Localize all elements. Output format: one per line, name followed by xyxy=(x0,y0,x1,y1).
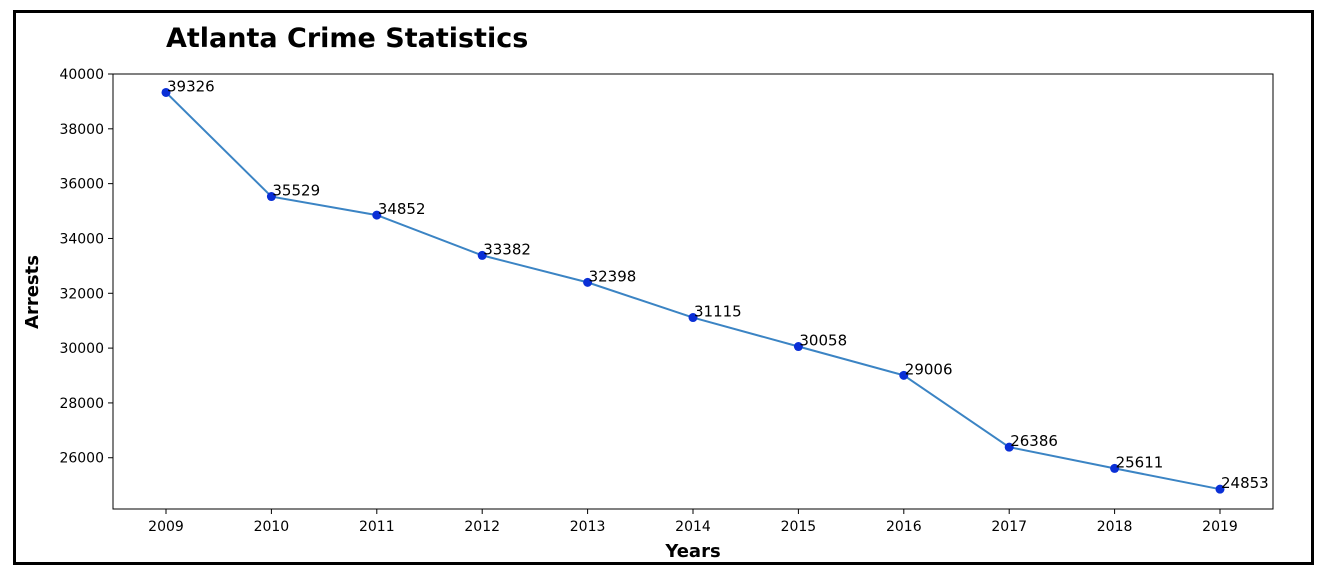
data-label-2015: 30058 xyxy=(799,332,847,350)
data-point-2016 xyxy=(899,370,909,380)
data-label-2016: 29006 xyxy=(905,360,953,378)
x-tick-label: 2013 xyxy=(570,519,606,535)
data-label-2017: 26386 xyxy=(1010,432,1058,450)
x-tick-label: 2018 xyxy=(1097,519,1133,535)
y-tick-label: 40000 xyxy=(59,67,104,83)
x-tick-label: 2014 xyxy=(675,519,711,535)
y-tick-label: 34000 xyxy=(59,231,104,247)
data-point-2019 xyxy=(1215,484,1225,494)
x-tick-label: 2011 xyxy=(359,519,395,535)
data-labels: 39326 35529 34852 33382 32398 31115 30058 29006… xyxy=(167,77,1269,492)
data-point-2012 xyxy=(477,250,487,260)
data-point-2017 xyxy=(1004,442,1014,452)
y-tick-label: 36000 xyxy=(59,177,104,193)
data-label-2019: 24853 xyxy=(1221,474,1269,492)
data-label-2009: 39326 xyxy=(167,77,215,95)
x-tick-label: 2010 xyxy=(254,519,290,535)
data-point-2009 xyxy=(161,87,171,97)
data-label-2011: 34852 xyxy=(378,200,426,218)
y-axis-label: Arrests xyxy=(22,255,43,329)
data-point-2011 xyxy=(372,210,382,220)
series-line xyxy=(165,91,1221,491)
x-tick-label: 2012 xyxy=(464,519,500,535)
figure-frame xyxy=(13,10,1314,565)
data-label-2014: 31115 xyxy=(694,303,742,321)
plot-area xyxy=(112,73,1274,510)
y-tick-label: 28000 xyxy=(59,396,104,412)
data-point-2018 xyxy=(1110,463,1120,473)
chart-title: Atlanta Crime Statistics xyxy=(166,23,528,54)
y-tick-label: 32000 xyxy=(59,286,104,302)
data-point-2013 xyxy=(583,277,593,287)
data-label-2018: 25611 xyxy=(1116,453,1164,471)
data-point-2014 xyxy=(688,313,698,323)
series-arrests xyxy=(161,87,1225,494)
x-tick-label: 2009 xyxy=(148,519,184,535)
x-tick-label: 2015 xyxy=(781,519,817,535)
y-tick-label: 30000 xyxy=(59,341,104,357)
x-axis: 2009 2010 2011 2012 2013 2014 2015 2016 2017 2018… xyxy=(148,509,1238,535)
y-tick-label: 26000 xyxy=(59,451,104,467)
y-tick-label: 38000 xyxy=(59,122,104,138)
x-tick-label: 2019 xyxy=(1202,519,1238,535)
x-tick-label: 2016 xyxy=(886,519,922,535)
x-tick-label: 2017 xyxy=(991,519,1027,535)
data-point-2015 xyxy=(793,342,803,352)
y-axis: 26000 28000 30000 32000 34000 36000 38000 40000 xyxy=(59,67,113,467)
data-label-2013: 32398 xyxy=(589,267,637,285)
data-point-2010 xyxy=(266,192,276,202)
x-axis-label: Years xyxy=(664,541,720,562)
data-label-2010: 35529 xyxy=(272,182,320,200)
data-label-2012: 33382 xyxy=(483,240,531,258)
